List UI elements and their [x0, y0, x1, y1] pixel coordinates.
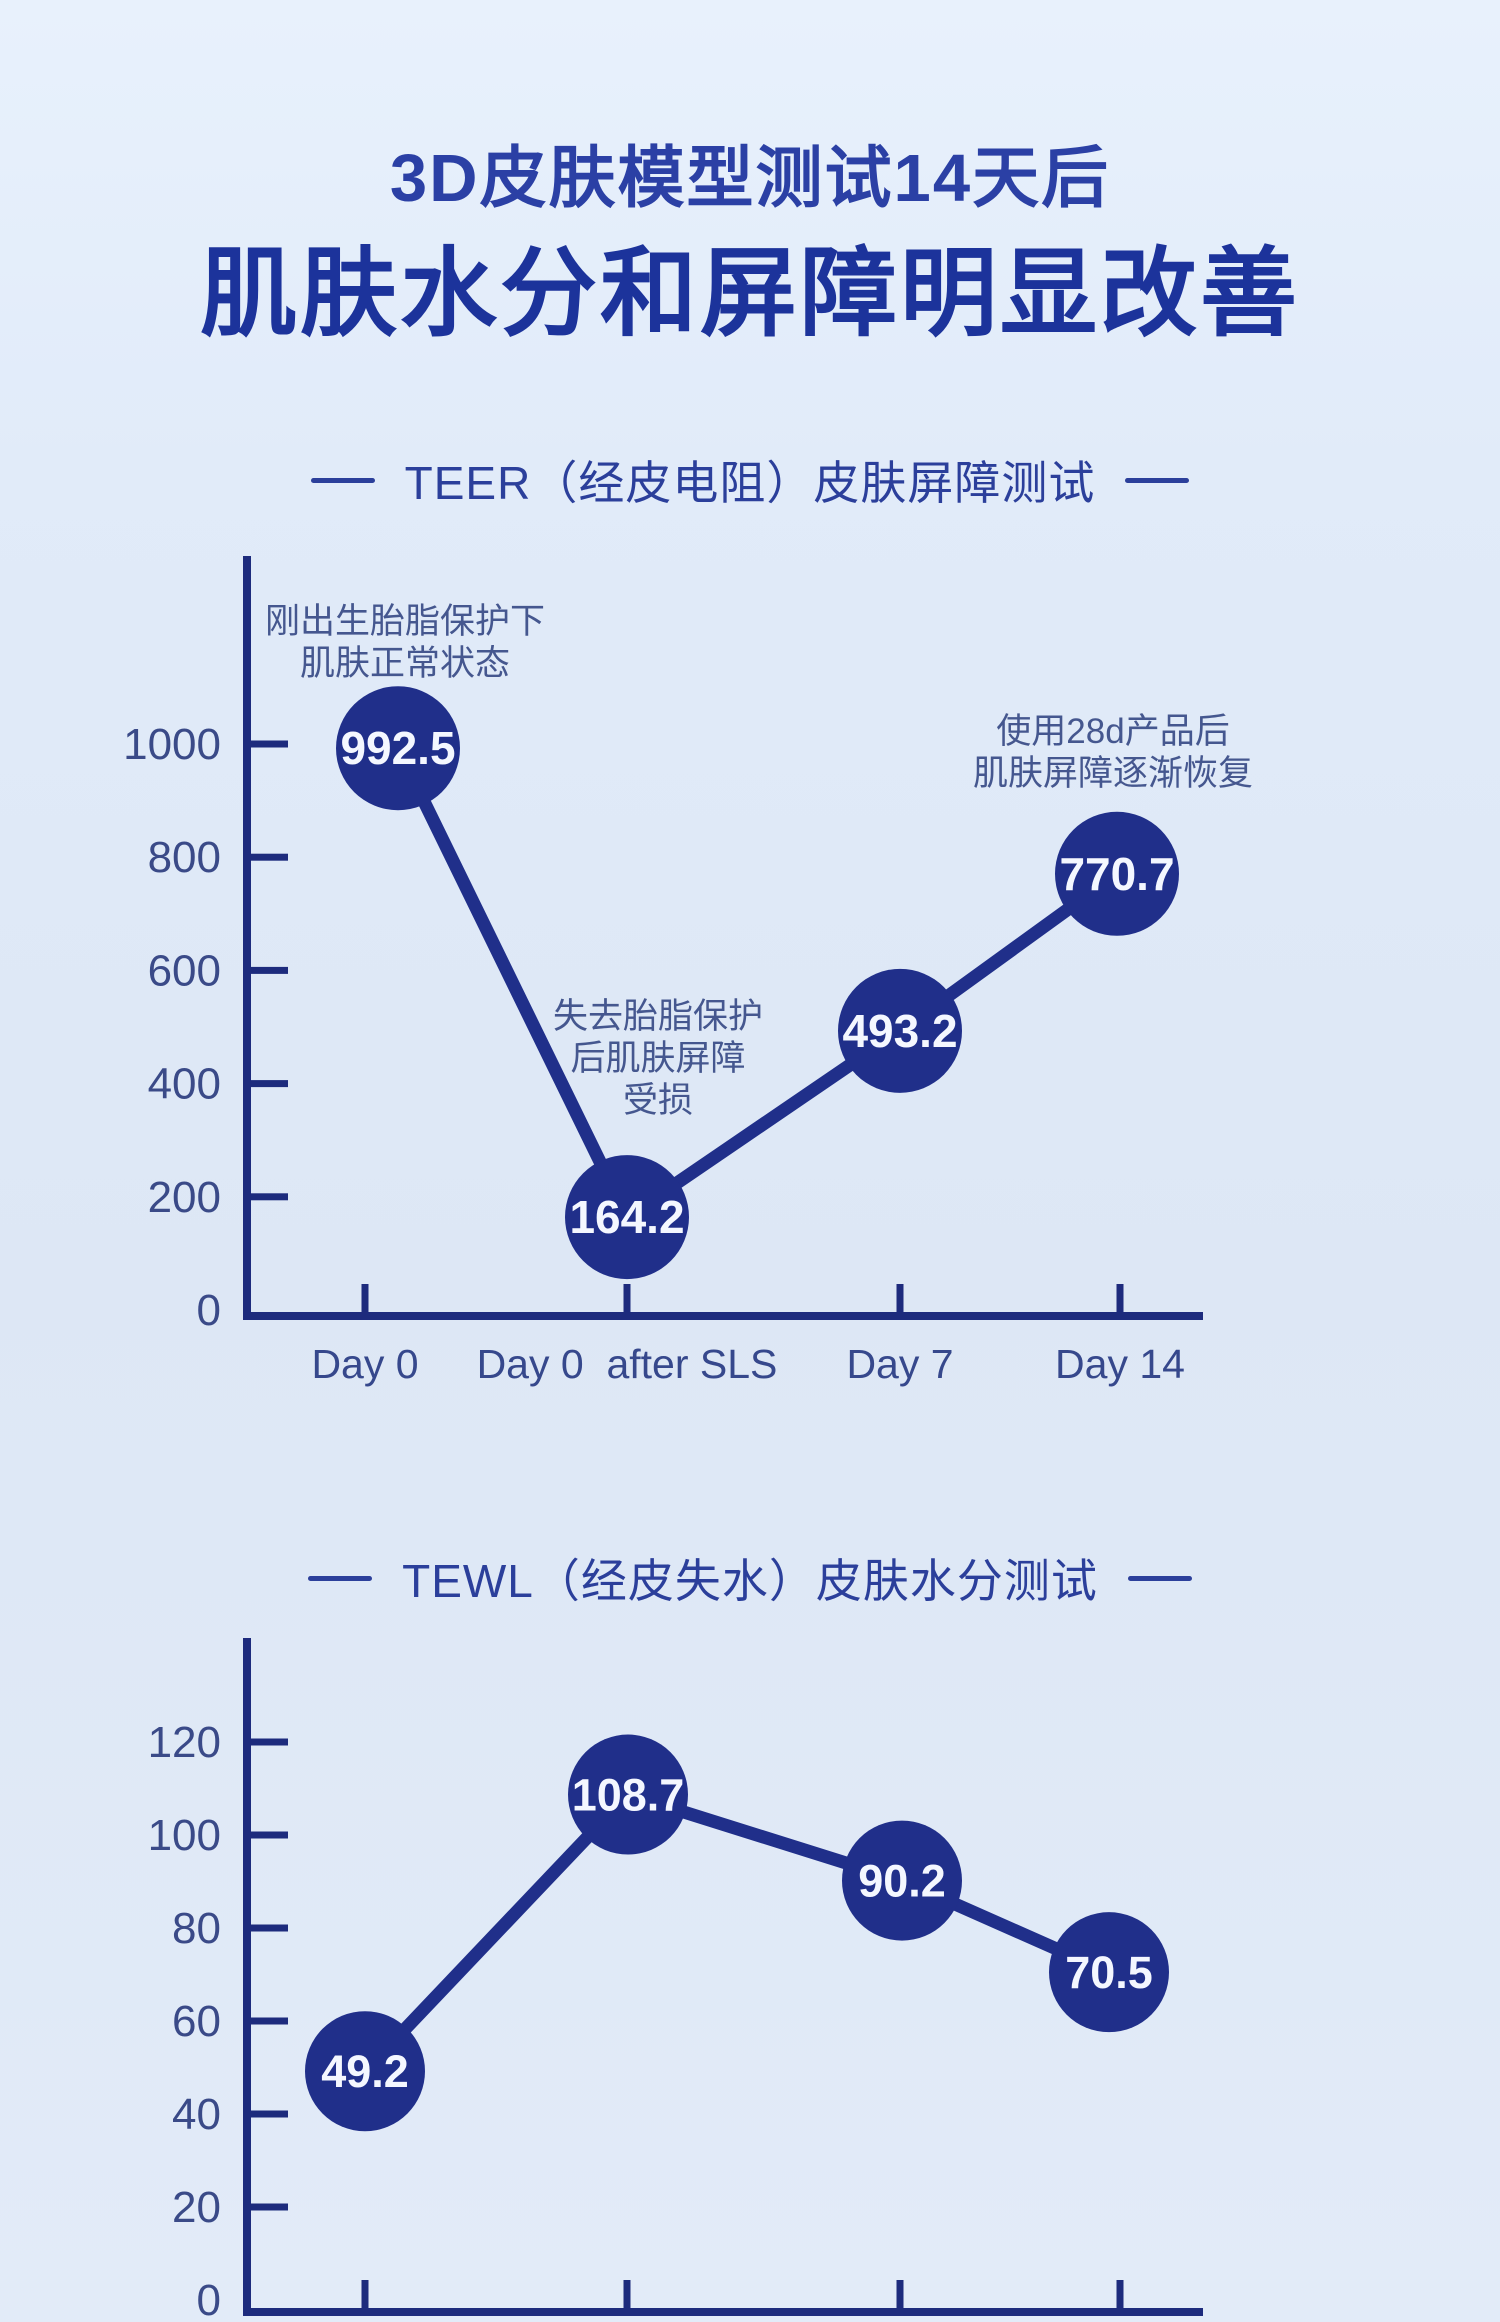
tewl-y-tick-label: 20: [172, 2183, 221, 2232]
teer-x-axis: [243, 1312, 1203, 1320]
teer-data-point: [336, 686, 460, 811]
teer-annotation: 肌肤屏障逐渐恢复: [973, 754, 1253, 793]
tewl-x-tick: [623, 2280, 631, 2308]
dash-right-icon: [1127, 1575, 1192, 1581]
tewl-chart-title: TEWL（经皮失水）皮肤水分测试: [402, 1555, 1098, 1607]
teer-x-tick: [623, 1284, 631, 1312]
page-subtitle: 肌肤水分和屏障明显改善: [200, 239, 1300, 348]
teer-data-point-label: 992.5: [340, 722, 455, 774]
page-title: 3D皮肤模型测试14天后: [389, 141, 1111, 216]
teer-x-label: Day 7: [846, 1341, 953, 1387]
tewl-y-tick-label: 100: [148, 1811, 221, 1860]
tewl-data-point: [305, 2011, 425, 2132]
tewl-data-point-label: 49.2: [321, 2046, 409, 2097]
teer-x-label: Day 0: [311, 1341, 418, 1387]
tewl-y-tick: [250, 2017, 288, 2025]
teer-data-point-label: 770.7: [1059, 848, 1174, 900]
teer-x-tick: [1116, 1284, 1124, 1312]
teer-y-tick: [250, 853, 288, 861]
tewl-y-tick: [250, 2203, 288, 2211]
tewl-y-tick-label: 0: [197, 2276, 221, 2322]
teer-y-tick-label: 400: [148, 1060, 221, 1109]
tewl-y-tick-label: 80: [172, 1904, 221, 1953]
teer-y-tick: [250, 1193, 288, 1201]
tewl-y-tick-label: 120: [148, 1718, 221, 1767]
teer-y-tick: [250, 966, 288, 974]
teer-y-tick: [250, 740, 288, 748]
teer-x-label: Day 14: [1055, 1341, 1185, 1387]
tewl-y-tick: [250, 1924, 288, 1932]
teer-x-label: Day 0 after SLS: [477, 1341, 778, 1387]
teer-y-tick: [250, 1080, 288, 1088]
teer-annotation: 肌肤正常状态: [300, 644, 510, 683]
tewl-y-axis: [243, 1638, 251, 2316]
tewl-x-tick: [896, 2280, 904, 2308]
tewl-y-tick: [250, 1831, 288, 1839]
teer-y-tick-label: 1000: [123, 720, 221, 769]
teer-y-tick-label: 800: [148, 833, 221, 882]
teer-x-tick: [896, 1284, 904, 1312]
teer-y-tick-label: 200: [148, 1173, 221, 1222]
tewl-x-axis: [243, 2308, 1203, 2316]
tewl-x-tick: [1116, 2280, 1124, 2308]
teer-y-tick-label: 0: [197, 1286, 221, 1335]
teer-annotation: 后肌肤屏障: [570, 1039, 745, 1078]
tewl-data-point-label: 90.2: [858, 1856, 946, 1907]
tewl-series-line: [358, 1787, 1116, 2078]
dash-left-icon: [310, 477, 375, 483]
teer-data-point-label: 493.2: [842, 1005, 957, 1057]
tewl-y-tick: [250, 1738, 288, 1746]
tewl-data-point: [568, 1734, 688, 1855]
teer-data-point: [1055, 811, 1179, 936]
teer-annotation: 使用28d产品后: [996, 712, 1229, 751]
tewl-y-tick-label: 40: [172, 2090, 221, 2139]
dash-right-icon: [1125, 477, 1190, 483]
tewl-x-tick: [361, 2280, 369, 2308]
teer-section-header: TEER（经皮电阻）皮肤屏障测试: [0, 452, 1500, 509]
tewl-data-point-label: 70.5: [1065, 1947, 1153, 1998]
tewl-data-point: [1049, 1912, 1169, 2033]
teer-annotation: 受损: [623, 1081, 693, 1120]
teer-data-point: [565, 1155, 689, 1280]
tewl-section-header: TEWL（经皮失水）皮肤水分测试: [0, 1550, 1500, 1607]
teer-data-point: [838, 968, 962, 1093]
tewl-y-tick: [250, 2110, 288, 2118]
teer-series-line: [391, 741, 1124, 1227]
tewl-data-point: [842, 1820, 962, 1941]
teer-annotation: 刚出生胎脂保护下: [265, 602, 545, 641]
dash-left-icon: [308, 1575, 373, 1581]
teer-x-tick: [361, 1284, 369, 1312]
teer-data-point-label: 164.2: [569, 1191, 684, 1243]
tewl-data-point-label: 108.7: [572, 1770, 685, 1821]
teer-y-tick-label: 600: [148, 946, 221, 995]
tewl-y-tick-label: 60: [172, 1997, 221, 2046]
teer-annotation: 失去胎脂保护: [553, 997, 763, 1036]
teer-y-axis: [243, 556, 251, 1320]
teer-chart-title: TEER（经皮电阻）皮肤屏障测试: [404, 457, 1096, 509]
